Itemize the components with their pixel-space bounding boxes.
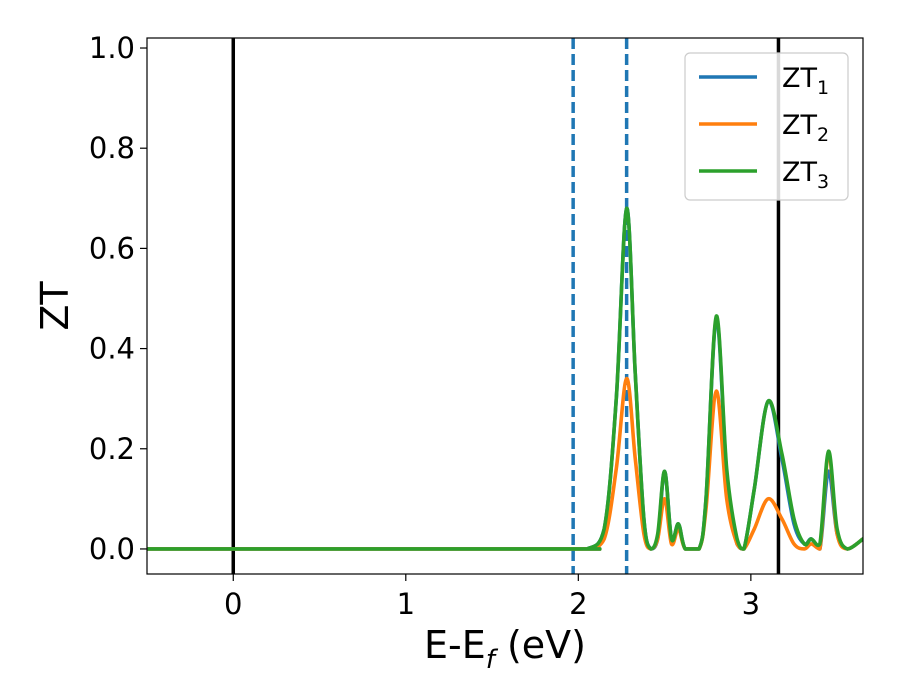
x-tick-label: 0 bbox=[224, 587, 242, 621]
y-tick-label: 0.0 bbox=[89, 532, 135, 566]
x-axis-label-unit: (eV) bbox=[495, 623, 586, 667]
legend-label-zt1: ZT1 bbox=[782, 63, 829, 99]
y-tick-label: 0.2 bbox=[89, 432, 135, 466]
y-tick-label: 0.8 bbox=[89, 131, 135, 165]
x-tick-label: 1 bbox=[397, 587, 415, 621]
series-line-zt1 bbox=[147, 206, 863, 551]
x-tick-label: 2 bbox=[569, 587, 587, 621]
x-axis-label: E-Ef (eV) bbox=[424, 623, 586, 675]
series-line-zt3 bbox=[147, 206, 863, 551]
x-axis-label-main: E-E bbox=[424, 623, 486, 667]
legend-label-zt3: ZT3 bbox=[782, 157, 829, 193]
legend-label-zt2: ZT2 bbox=[782, 110, 829, 146]
plot-frame bbox=[146, 37, 864, 575]
series-line-zt2 bbox=[147, 376, 863, 551]
y-tick-label: 1.0 bbox=[89, 31, 135, 65]
legend-box bbox=[684, 52, 849, 201]
axes: 0 1 2 3 0.0 0.2 0.4 0.6 0.8 1.0 bbox=[89, 31, 760, 621]
y-axis-label: ZT bbox=[33, 281, 77, 331]
y-tick-label: 0.6 bbox=[89, 231, 135, 265]
y-tick-label: 0.4 bbox=[89, 332, 135, 366]
x-tick-label: 3 bbox=[742, 587, 760, 621]
legend: ZT1 ZT2 ZT3 bbox=[684, 52, 849, 201]
